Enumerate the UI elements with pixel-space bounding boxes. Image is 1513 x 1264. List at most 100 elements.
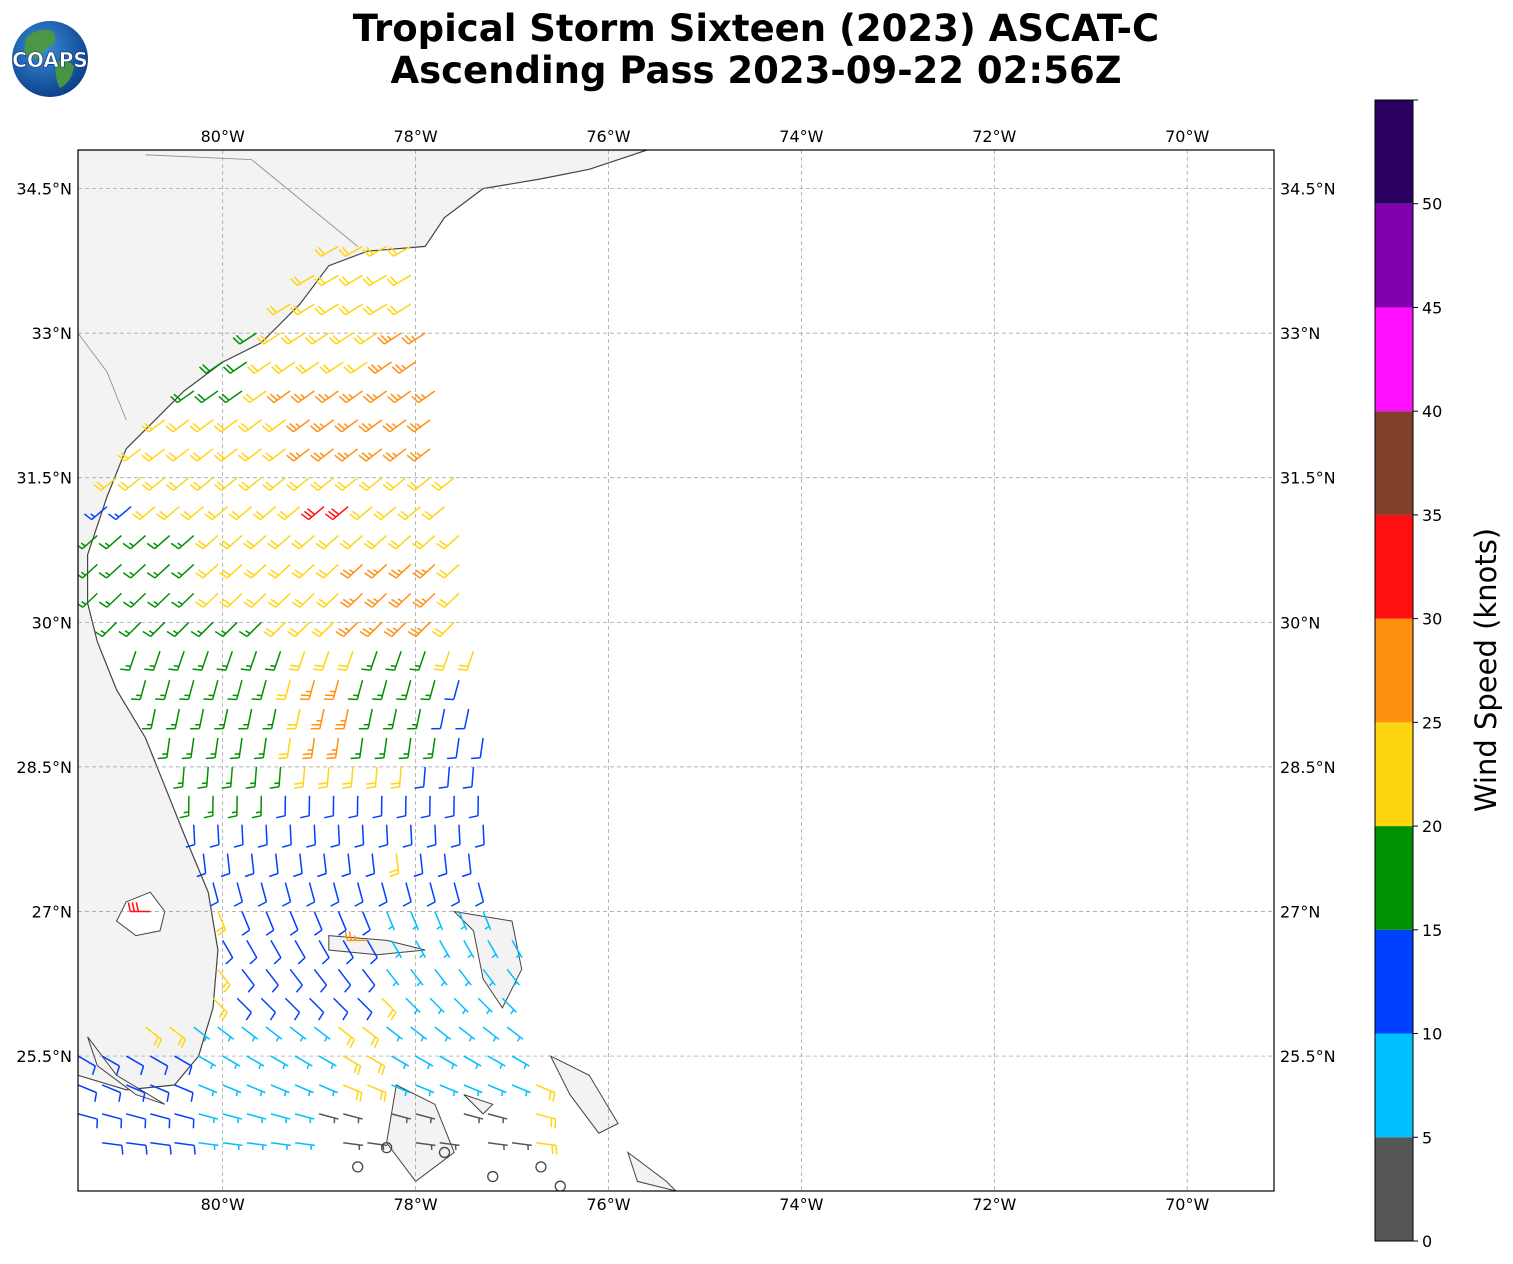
- wind-barb: [314, 303, 339, 316]
- wind-barb: [361, 968, 376, 993]
- wind-barb: [430, 477, 455, 491]
- wind-barb: [295, 361, 320, 374]
- wind-barb: [487, 1055, 506, 1070]
- wind-barb: [117, 448, 142, 462]
- wind-barb: [98, 534, 122, 550]
- wind-barb: [294, 1142, 315, 1151]
- title-line-2: Ascending Pass 2023-09-22 02:56Z: [390, 49, 1121, 92]
- colorbar-tick-label: 20: [1422, 817, 1442, 836]
- wind-barb: [285, 419, 310, 433]
- wind-barb: [439, 1084, 459, 1097]
- wind-barb: [420, 795, 431, 819]
- wind-barb: [359, 621, 383, 638]
- calm-wind-marker: [380, 1141, 393, 1154]
- wind-barb: [366, 766, 378, 789]
- lat-tick-label-left: 34.5°N: [16, 180, 72, 199]
- wind-barb: [366, 940, 379, 965]
- colorbar-frame: [1374, 99, 1414, 1242]
- wind-barb: [212, 997, 228, 1021]
- wind-barb: [341, 853, 352, 878]
- wind-barb: [463, 1084, 483, 1097]
- wind-barb: [388, 563, 412, 579]
- wind-barb: [458, 911, 468, 931]
- wind-barb: [246, 940, 258, 965]
- wind-barb: [313, 968, 328, 993]
- colorbar-bin: [1375, 929, 1413, 1034]
- wind-barb: [434, 911, 444, 931]
- wind-barb: [411, 390, 436, 404]
- wind-barb: [382, 477, 407, 491]
- wind-barb: [401, 332, 426, 345]
- wind-barb: [189, 448, 214, 462]
- wind-barb: [444, 795, 455, 819]
- wind-barb: [407, 708, 422, 730]
- wind-barb: [462, 766, 475, 789]
- lon-tick-label-bottom: 70°W: [1165, 1195, 1209, 1214]
- wind-barb: [219, 563, 243, 579]
- wind-barb: [426, 882, 436, 907]
- wind-barb: [266, 303, 291, 316]
- gridlines: [78, 150, 1274, 1191]
- wind-barb: [433, 650, 451, 671]
- wind-barb: [141, 419, 166, 433]
- wind-barb: [145, 1026, 163, 1048]
- wind-barb: [317, 853, 327, 878]
- wind-barb: [506, 1026, 524, 1042]
- wind-barb: [362, 303, 388, 316]
- wind-barb: [180, 506, 204, 521]
- wind-barb: [306, 824, 317, 848]
- wind-barb: [326, 737, 340, 760]
- wind-barb: [241, 968, 255, 993]
- wind-barb: [536, 1142, 558, 1155]
- wind-barb: [236, 997, 252, 1021]
- wind-barb: [174, 1055, 193, 1076]
- wind-barb: [289, 911, 299, 936]
- wind-barb: [294, 940, 306, 965]
- wind-barb: [405, 997, 421, 1015]
- wind-barb: [141, 477, 166, 491]
- state-border-nc-sc: [145, 154, 358, 247]
- colorbar-tick-label: 30: [1422, 610, 1442, 629]
- wind-barb: [247, 361, 272, 374]
- wind-barb: [385, 911, 395, 931]
- wind-barb: [185, 824, 196, 848]
- colorbar-bin: [1375, 1033, 1413, 1138]
- wind-barb: [293, 766, 306, 789]
- wind-barb: [198, 361, 224, 374]
- wind-barb: [396, 795, 407, 819]
- calm-wind-marker: [554, 1180, 566, 1191]
- wind-barb: [213, 419, 238, 433]
- wind-barb: [358, 708, 373, 730]
- wind-barb: [294, 1113, 315, 1124]
- wind-barb: [338, 245, 363, 257]
- wind-barb: [266, 390, 291, 404]
- wind-barb: [385, 650, 402, 671]
- colorbar-tick-label: 40: [1422, 402, 1442, 421]
- wind-barb: [286, 477, 310, 491]
- wind-barb: [237, 448, 262, 462]
- wind-barb: [150, 1084, 170, 1102]
- wind-barb: [229, 737, 243, 760]
- wind-barb: [318, 1055, 337, 1070]
- wind-barb: [378, 824, 389, 848]
- wind-barb: [406, 477, 431, 491]
- island-coastline: [463, 1094, 494, 1115]
- wind-barb: [290, 303, 315, 316]
- wind-barb: [487, 940, 499, 959]
- wind-barb: [357, 997, 373, 1021]
- wind-barb: [402, 824, 413, 848]
- wind-barb: [383, 621, 407, 638]
- colorbar-bin: [1375, 100, 1413, 204]
- wind-barb: [275, 795, 287, 819]
- lat-tick-label-right: 28.5°N: [1280, 758, 1336, 777]
- wind-barb: [310, 448, 335, 462]
- wind-barb: [390, 940, 403, 959]
- lon-tick-label-top: 70°W: [1165, 127, 1209, 146]
- wind-barb: [482, 968, 496, 987]
- wind-barb: [287, 621, 311, 638]
- wind-barb: [361, 911, 371, 936]
- wind-barb: [350, 737, 364, 760]
- wind-barb: [243, 592, 267, 608]
- wind-barb: [222, 1142, 243, 1151]
- wind-barb: [193, 1026, 211, 1042]
